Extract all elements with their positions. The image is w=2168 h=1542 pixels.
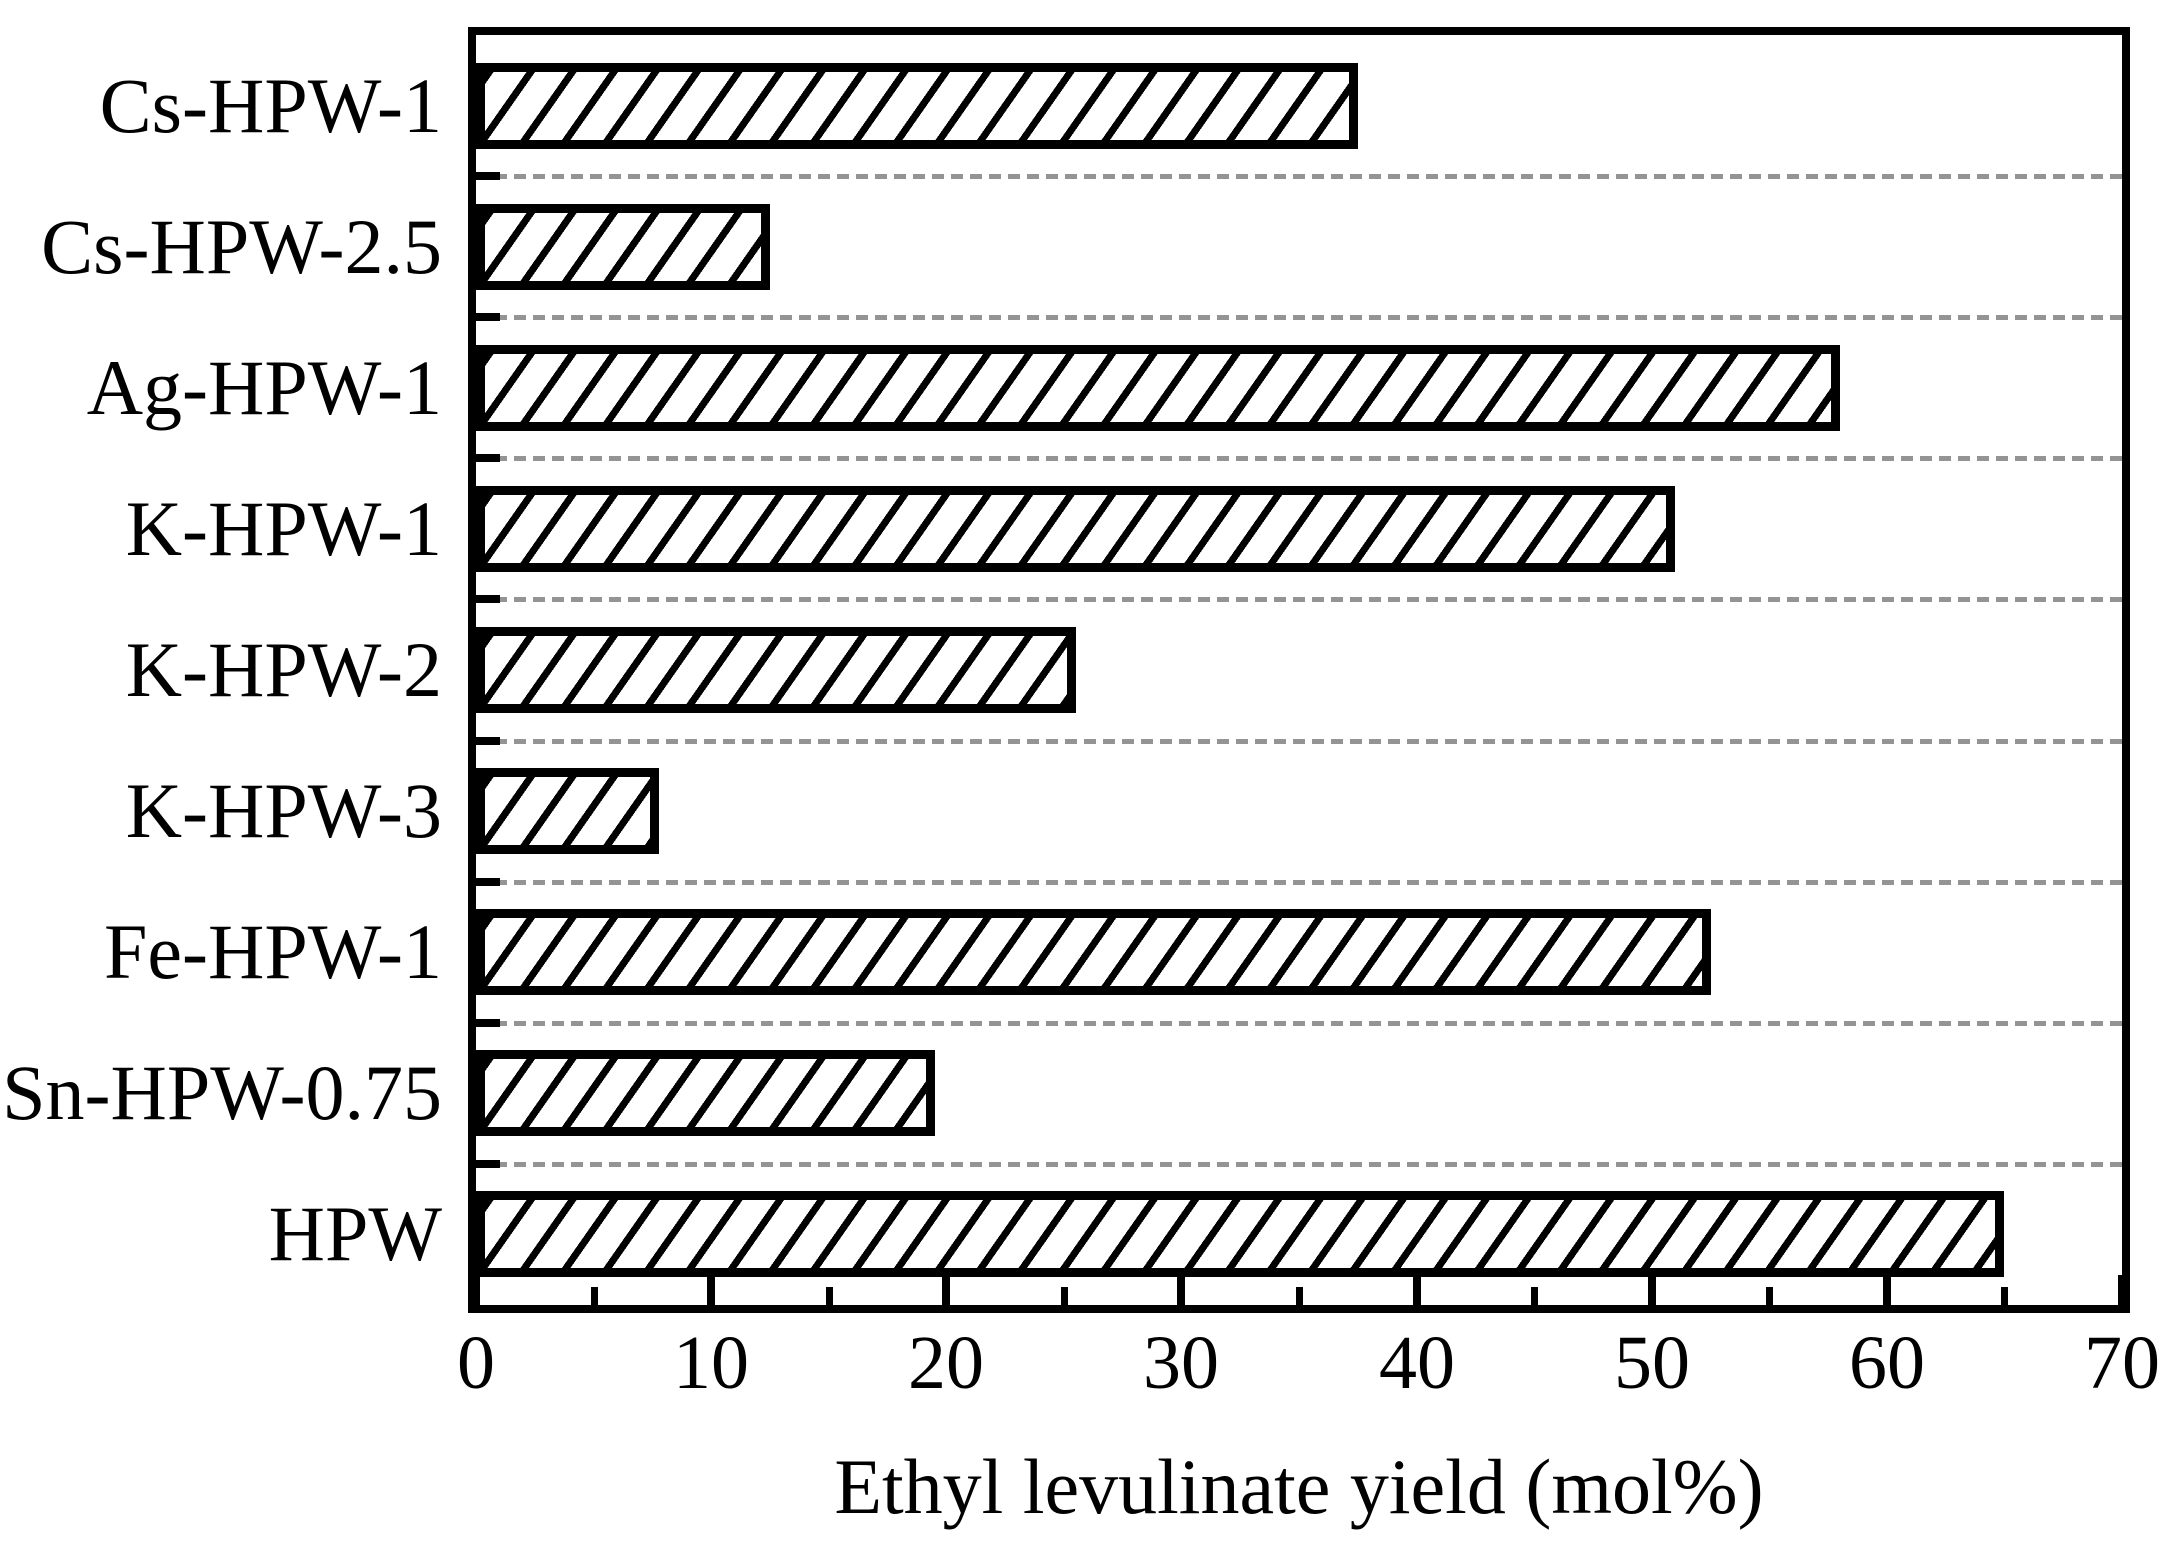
x-axis-minor-tick — [1296, 1287, 1303, 1305]
y-axis-tick — [476, 1160, 500, 1168]
x-tick-label: 70 — [2084, 1321, 2160, 1405]
y-category-label: HPW — [268, 1190, 442, 1277]
row-separator-gridline — [476, 315, 2122, 320]
row-separator-gridline — [476, 1162, 2122, 1167]
y-axis-tick — [476, 737, 500, 745]
y-category-label: K-HPW-3 — [125, 767, 442, 854]
x-axis-major-tick — [942, 1275, 950, 1305]
row-separator-gridline — [476, 739, 2122, 744]
bar-k-hpw-3 — [476, 768, 659, 854]
x-axis-major-tick — [2118, 1275, 2126, 1305]
x-axis-major-tick — [707, 1275, 715, 1305]
y-category-label: Cs-HPW-2.5 — [41, 203, 442, 290]
x-axis-title: Ethyl levulinate yield (mol%) — [834, 1443, 1764, 1530]
bar-k-hpw-1 — [476, 486, 1675, 572]
x-axis-minor-tick — [1766, 1287, 1773, 1305]
x-tick-label: 50 — [1614, 1321, 1690, 1405]
bar-ag-hpw-1 — [476, 345, 1840, 431]
x-tick-label: 0 — [457, 1321, 495, 1405]
row-separator-gridline — [476, 456, 2122, 461]
y-category-label: Ag-HPW-1 — [86, 344, 442, 431]
y-axis-tick — [476, 1019, 500, 1027]
x-tick-label: 60 — [1849, 1321, 1925, 1405]
y-axis-tick — [476, 172, 500, 180]
y-category-label: Sn-HPW-0.75 — [2, 1049, 442, 1136]
y-axis-tick — [476, 454, 500, 462]
bar-cs-hpw-1 — [476, 63, 1358, 149]
x-axis-major-tick — [1413, 1275, 1421, 1305]
x-axis-minor-tick — [826, 1287, 833, 1305]
bar-k-hpw-2 — [476, 627, 1076, 713]
bar-sn-hpw-0.75 — [476, 1050, 935, 1136]
x-axis-minor-tick — [1061, 1287, 1068, 1305]
y-category-label: Fe-HPW-1 — [104, 908, 442, 995]
x-axis-major-tick — [1648, 1275, 1656, 1305]
bar-cs-hpw-2.5 — [476, 204, 770, 290]
bar-hpw — [476, 1191, 2004, 1277]
x-axis-minor-tick — [2001, 1287, 2008, 1305]
y-category-label: K-HPW-2 — [125, 626, 442, 713]
y-category-label: K-HPW-1 — [125, 485, 442, 572]
y-axis-tick — [476, 878, 500, 886]
x-tick-label: 20 — [908, 1321, 984, 1405]
x-axis-minor-tick — [1531, 1287, 1538, 1305]
row-separator-gridline — [476, 880, 2122, 885]
x-axis-minor-tick — [591, 1287, 598, 1305]
x-axis-major-tick — [472, 1275, 480, 1305]
y-axis-tick — [476, 595, 500, 603]
plot-area — [468, 27, 2130, 1313]
x-tick-label: 10 — [673, 1321, 749, 1405]
x-axis-major-tick — [1883, 1275, 1891, 1305]
row-separator-gridline — [476, 174, 2122, 179]
row-separator-gridline — [476, 1021, 2122, 1026]
x-axis-major-tick — [1177, 1275, 1185, 1305]
y-axis-tick — [476, 313, 500, 321]
bar-fe-hpw-1 — [476, 909, 1711, 995]
x-tick-label: 40 — [1379, 1321, 1455, 1405]
y-category-label: Cs-HPW-1 — [99, 62, 442, 149]
x-tick-label: 30 — [1143, 1321, 1219, 1405]
row-separator-gridline — [476, 597, 2122, 602]
